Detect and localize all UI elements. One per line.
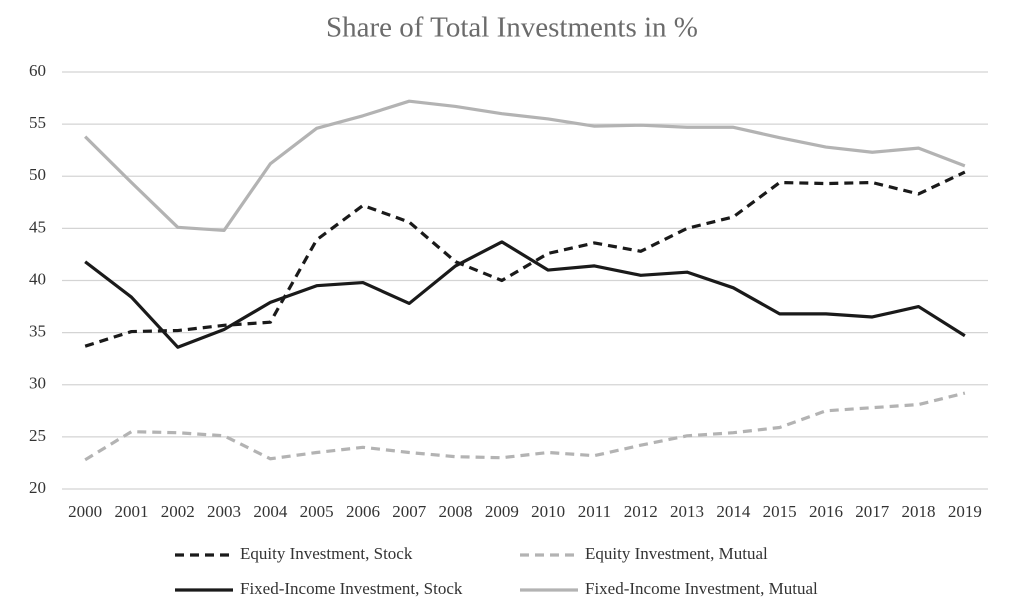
x-tick-label: 2011 — [578, 502, 611, 521]
x-tick-label: 2001 — [114, 502, 148, 521]
y-tick-label: 50 — [29, 165, 46, 184]
legend-label: Equity Investment, Mutual — [585, 544, 768, 563]
series-line — [84, 391, 966, 462]
y-tick-label: 55 — [29, 113, 46, 132]
legend-label: Fixed-Income Investment, Mutual — [585, 579, 818, 598]
series-line — [84, 240, 966, 349]
y-tick-label: 60 — [29, 61, 46, 80]
series-line — [84, 170, 966, 348]
x-tick-label: 2010 — [531, 502, 565, 521]
x-tick-label: 2008 — [439, 502, 473, 521]
x-tick-label: 2012 — [624, 502, 658, 521]
x-tick-label: 2005 — [300, 502, 334, 521]
x-tick-label: 2017 — [855, 502, 890, 521]
x-tick-label: 2019 — [948, 502, 982, 521]
x-tick-label: 2003 — [207, 502, 241, 521]
x-tick-label: 2004 — [253, 502, 288, 521]
y-tick-label: 35 — [29, 322, 46, 341]
series-line — [84, 99, 966, 233]
y-tick-label: 45 — [29, 217, 46, 236]
x-tick-label: 2013 — [670, 502, 704, 521]
x-tick-label: 2018 — [902, 502, 936, 521]
x-tick-label: 2009 — [485, 502, 519, 521]
legend-label: Fixed-Income Investment, Stock — [240, 579, 463, 598]
x-tick-label: 2006 — [346, 502, 380, 521]
y-tick-label: 40 — [29, 269, 46, 288]
chart-title: Share of Total Investments in % — [326, 12, 698, 44]
legend-label: Equity Investment, Stock — [240, 544, 413, 563]
x-tick-label: 2015 — [763, 502, 797, 521]
y-tick-label: 20 — [29, 478, 46, 497]
y-tick-label: 30 — [29, 374, 46, 393]
x-tick-label: 2002 — [161, 502, 195, 521]
x-tick-label: 2000 — [68, 502, 102, 521]
y-tick-label: 25 — [29, 426, 46, 445]
x-tick-label: 2016 — [809, 502, 843, 521]
x-tick-label: 2007 — [392, 502, 427, 521]
x-tick-label: 2014 — [716, 502, 751, 521]
